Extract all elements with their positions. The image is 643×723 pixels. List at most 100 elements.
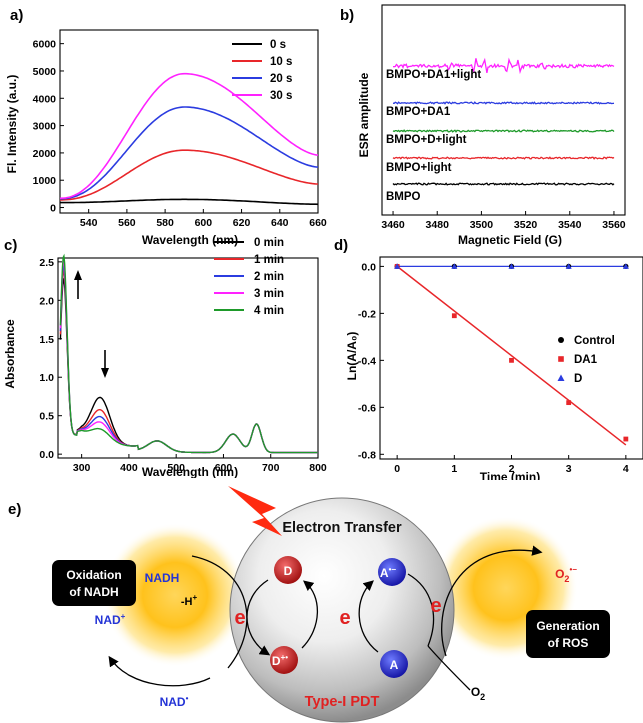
nad-plus-label: NAD+	[95, 612, 126, 627]
c-xtick-label: 400	[120, 462, 138, 474]
lightning-icon	[228, 486, 282, 536]
type-pdt-text: Type-I PDT	[305, 694, 380, 710]
b-series-trace-0	[392, 57, 615, 75]
panel-d-xlabel: Time (min)	[480, 470, 540, 480]
d-xtick-label: 4	[623, 463, 629, 475]
d-cycle-arc-right	[301, 580, 319, 649]
d-ytick-label: 0.0	[361, 261, 376, 273]
c-xtick-label: 300	[73, 462, 91, 474]
right-cycle-arc	[441, 545, 543, 657]
a-xtick-label: 580	[156, 217, 174, 229]
a-radical-base: A	[380, 566, 389, 580]
d-fit-line	[396, 265, 627, 446]
d-cycle-arc-left	[246, 579, 271, 656]
nad-plus-sup: +	[121, 612, 126, 621]
d-ytick-label: -0.6	[358, 402, 376, 414]
a-ytick-label: 5000	[33, 66, 57, 78]
oxidation-box	[52, 560, 136, 606]
panel-d-chart: d) Ln(A/A₀) Time (min) 0 1 2 3 4 0.0 -0.2 -0.4 -…	[334, 237, 643, 480]
d-molecule	[274, 556, 302, 584]
b-series-label: BMPO+DA1+light	[386, 69, 481, 81]
a-molecule-label: A	[390, 658, 399, 672]
b-series-label: BMPO+DA1	[386, 106, 451, 118]
left-glow	[103, 523, 247, 667]
panel-c-frame	[57, 257, 319, 459]
b-series-label: BMPO+D+light	[386, 134, 467, 146]
b-xtick-label: 3500	[470, 219, 494, 231]
b-series-trace-4	[392, 182, 615, 186]
b-xtick-label: 3480	[426, 219, 450, 231]
d-point-da1	[451, 313, 457, 319]
nad-radical-base: NAD	[160, 695, 186, 709]
a-cycle-arc-left	[358, 580, 379, 653]
c-xtick-label: 500	[167, 462, 185, 474]
panel-d-label: d)	[334, 237, 348, 254]
electron-e-2: e	[339, 607, 350, 629]
d-point-da1	[623, 436, 629, 442]
panel-a-ticks: 540 560 580 600 620 640 660 0 1000 2000 3000 4000 50…	[33, 39, 327, 229]
c-legend-label: 4 min	[254, 305, 284, 317]
panel-c-series	[59, 253, 318, 454]
a-legend-label: 0 s	[270, 39, 286, 51]
panel-b-xlabel: Magnetic Field (G)	[458, 233, 562, 247]
a-legend-label: 30 s	[270, 90, 292, 102]
electron-transfer-text: Electron Transfer	[282, 520, 402, 536]
electron-e-1: e	[234, 607, 245, 629]
d-radical-label: D+•	[272, 653, 288, 668]
d-point-da1	[566, 400, 572, 406]
b-xtick-label: 3560	[602, 219, 626, 231]
a-radical-sup: •−	[389, 565, 397, 574]
panel-b-ylabel: ESR amplitude	[357, 72, 371, 157]
left-cycle-arc-lower	[108, 655, 211, 687]
b-series-trace-1	[392, 101, 615, 105]
c-series-line-4	[59, 253, 318, 454]
d-xtick-label: 1	[451, 463, 457, 475]
a-series-line-1	[60, 149, 318, 201]
panel-a-xlabel: Wavelength (nm)	[142, 233, 238, 247]
d-point-da1	[509, 357, 514, 363]
panel-c-ylabel: Absorbance	[3, 319, 17, 389]
a-ytick-label: 6000	[33, 39, 57, 51]
a-xtick-label: 640	[271, 217, 289, 229]
a-xtick-label: 600	[195, 217, 213, 229]
d-point-d	[565, 263, 572, 269]
d-legend-label: DA1	[574, 354, 598, 366]
c-legend-label: 2 min	[254, 271, 284, 283]
a-ytick-label: 4000	[33, 93, 57, 105]
superoxide-sup: •−	[569, 565, 577, 574]
panel-c-ticks: 300 400 500 600 700 800 0.0 0.5 1.0 1.5 2.0 2.5	[39, 257, 327, 474]
superoxide-label: O2•−	[555, 565, 577, 584]
d-radical-sup: +•	[281, 653, 289, 662]
generation-box	[526, 610, 610, 658]
generation-line-2: of ROS	[548, 636, 589, 650]
d-point-d	[394, 263, 401, 269]
b-series-label: BMPO+light	[386, 162, 452, 174]
electron-e-3: e	[430, 595, 441, 617]
oxidation-line-2: of NADH	[69, 585, 118, 599]
d-legend-marker	[558, 356, 564, 362]
a-cycle-arc-right	[407, 573, 435, 647]
left-cycle-arc	[191, 555, 248, 669]
generation-line-1: Generation	[536, 619, 599, 633]
c-legend-label: 1 min	[254, 254, 284, 266]
panel-c-legend: 0 min 1 min 2 min 3 min 4 min	[214, 237, 284, 317]
nad-radical-sup: •	[186, 694, 189, 703]
a-xtick-label: 540	[80, 217, 98, 229]
panel-d-legend: Control DA1 D	[557, 335, 615, 385]
h-plus-sup: +	[192, 593, 197, 602]
panel-e-schematic: e) Electron Transfer Type-I PDT D D+• A•…	[8, 486, 610, 723]
d-radical-base: D	[272, 654, 281, 668]
panel-a-series	[59, 72, 319, 206]
panel-b-frame	[381, 4, 626, 216]
c-legend-label: 0 min	[254, 237, 284, 249]
a-molecule	[380, 650, 408, 678]
c-ytick-label: 2.5	[39, 257, 54, 269]
panel-c-label: c)	[4, 237, 17, 254]
arrow-up-head	[74, 270, 82, 280]
panel-d-ticks: 0 1 2 3 4 0.0 -0.2 -0.4 -0.6 -0.8	[358, 261, 629, 475]
d-xtick-label: 3	[566, 463, 572, 475]
d-point-d	[451, 263, 458, 269]
a-radical-label: A•−	[380, 565, 396, 580]
panel-c-chart: c) Absorbance Wavelength (nm) 300 400 500 6…	[3, 237, 327, 478]
panel-c-xlabel: Wavelength (nm)	[142, 465, 238, 478]
